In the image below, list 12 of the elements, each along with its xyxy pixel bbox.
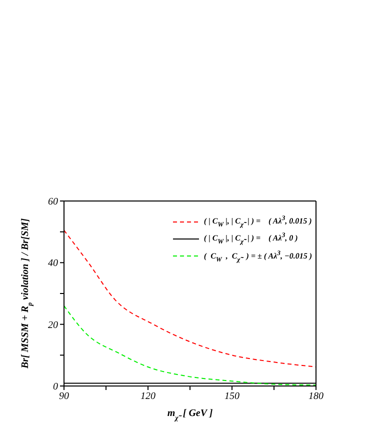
x-tick-label: 120	[140, 391, 156, 402]
y-tick-label: 40	[48, 258, 58, 270]
x-tick-label: 150	[224, 391, 240, 402]
legend-label: ( C$_{W}$ , C$_{χ̃⁻}$ ) = ± ( Aλ$^{3}$, −0.015 )	[204, 248, 312, 265]
y-tick-label: 20	[48, 320, 58, 331]
x-tick-label: 180	[308, 391, 324, 402]
legend-label: ( | C$_{W}$ |, | C$_{χ̃⁻}$ | ) = ( Aλ$^{3}$, 0.015 )	[204, 214, 312, 230]
y-tick-label: 0	[53, 382, 58, 393]
y-tick-label: 60	[48, 196, 58, 208]
legend-label: ( | C$_{W}$ |, | C$_{χ̃⁻}$ | ) = ( Aλ$^{3}$, 0 )	[204, 231, 298, 248]
x-axis-title: m$_{χ̃⁻}$ [ GeV ]	[167, 408, 214, 422]
x-tick-label: 90	[59, 391, 69, 402]
